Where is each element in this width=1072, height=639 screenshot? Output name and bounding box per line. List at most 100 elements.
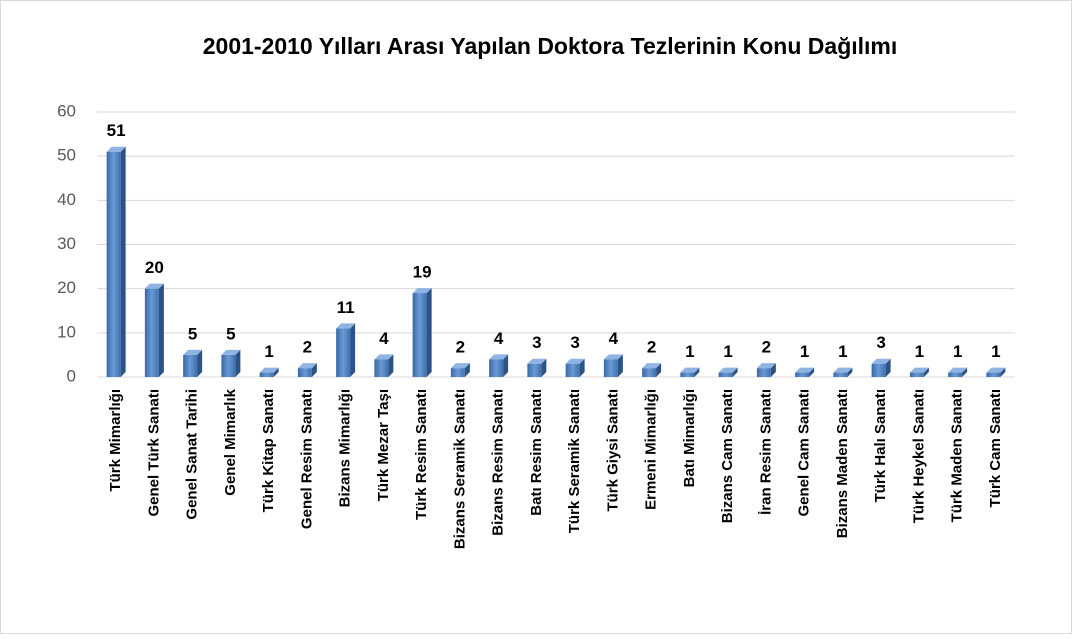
x-tick-label: Genel Cam Sanatı	[796, 389, 813, 517]
bar-side	[732, 367, 738, 377]
bar-side	[464, 363, 470, 377]
bar-top	[909, 367, 929, 373]
x-tick-label: Bizans Mimarlığı	[337, 389, 354, 507]
x-tick-label: Türk Maden Sanatı	[949, 389, 966, 522]
bar-top	[106, 146, 126, 152]
bar	[833, 372, 848, 377]
bar-top	[221, 349, 241, 355]
data-label: 1	[838, 342, 847, 361]
x-tick-label: Türk Mezar Taşı	[375, 389, 392, 501]
bar-top	[986, 367, 1006, 373]
x-tick-label: Genel Türk Sanatı	[145, 389, 162, 517]
bar	[871, 363, 886, 377]
y-tick-label: 60	[57, 101, 76, 120]
x-tick-label: Bizans Seramik Sanatı	[451, 389, 468, 549]
bar-side	[158, 283, 164, 377]
bar-top	[259, 367, 279, 373]
x-tick-label: Genel Mimarlık	[222, 388, 239, 495]
bar-side	[426, 288, 432, 377]
bar	[642, 368, 657, 377]
bar	[450, 368, 465, 377]
bar-side	[273, 367, 279, 377]
bar-side	[311, 363, 317, 377]
data-label: 1	[723, 342, 732, 361]
chart-title: 2001-2010 Yılları Arası Yapılan Doktora …	[203, 33, 898, 59]
data-label: 1	[800, 342, 809, 361]
bar-side	[847, 367, 853, 377]
x-tick-label: Batı Resim Sanatı	[528, 389, 545, 516]
bar-side	[197, 349, 203, 377]
bar	[718, 372, 733, 377]
bar	[603, 359, 618, 377]
bar	[909, 372, 924, 377]
x-tick-label: Türk Halı Sanatı	[872, 389, 889, 502]
data-label: 2	[303, 338, 312, 357]
x-tick-label: Türk Heykel Sanatı	[910, 389, 927, 523]
data-label: 51	[107, 121, 126, 140]
data-label: 3	[570, 333, 579, 352]
bar-side	[885, 358, 891, 377]
bar-top	[680, 367, 700, 373]
data-label: 2	[647, 338, 656, 357]
bar	[297, 368, 312, 377]
data-label: 2	[762, 338, 771, 357]
data-label: 20	[145, 258, 164, 277]
y-tick-label: 50	[57, 146, 76, 165]
bar	[374, 359, 389, 377]
bar-side	[541, 358, 547, 377]
x-tick-label: Batı Mimarlığı	[681, 389, 698, 487]
bar-top	[642, 363, 662, 369]
data-label: 11	[337, 298, 355, 317]
bar-side	[923, 367, 929, 377]
data-label: 3	[876, 333, 885, 352]
x-tick-label: Ermeni Mimarlığı	[643, 389, 660, 510]
bar-side	[120, 146, 126, 377]
bar-top	[527, 358, 547, 364]
bar	[106, 151, 121, 377]
x-tick-label: Bizans Maden Sanatı	[834, 389, 851, 538]
bar-side	[809, 367, 815, 377]
bar-top	[948, 367, 968, 373]
bar	[144, 288, 159, 377]
data-label: 1	[953, 342, 962, 361]
x-tick-label: İran Resim Sanatı	[757, 389, 774, 515]
data-label: 4	[379, 329, 389, 348]
data-label: 1	[685, 342, 694, 361]
bar-top	[412, 288, 432, 294]
bar-top	[297, 363, 317, 369]
x-tick-label: Bizans Cam Sanatı	[719, 389, 736, 523]
bar-top	[871, 358, 891, 364]
bar	[221, 354, 236, 377]
bar-side	[388, 354, 394, 377]
data-label: 5	[188, 324, 197, 343]
data-label: 1	[264, 342, 273, 361]
bar-top	[183, 349, 203, 355]
x-tick-label: Türk Mimarlığı	[107, 389, 124, 492]
x-tick-label: Türk Resim Sanatı	[413, 389, 430, 520]
y-tick-label: 20	[57, 278, 76, 297]
bar	[412, 293, 427, 377]
data-label: 1	[991, 342, 1000, 361]
x-tick-label: Genel Resim Sanatı	[298, 389, 315, 529]
bar-top	[565, 358, 585, 364]
y-tick-label: 10	[57, 322, 76, 341]
bar-side	[694, 367, 700, 377]
bar-side	[962, 367, 968, 377]
bar-side	[350, 323, 356, 377]
y-tick-label: 40	[57, 190, 76, 209]
bar-top	[336, 323, 356, 329]
bar	[680, 372, 695, 377]
x-tick-label: Bizans Resim Sanatı	[490, 389, 507, 536]
bar-top	[450, 363, 470, 369]
bar	[756, 368, 771, 377]
bar-top	[489, 354, 509, 360]
data-label: 1	[915, 342, 924, 361]
x-tick-label: Türk Giysi Sanatı	[604, 389, 621, 512]
x-tick-label: Türk Seramik Sanatı	[566, 389, 583, 533]
bar-side	[656, 363, 662, 377]
x-tick-label: Türk Kitap Sanatı	[260, 389, 277, 512]
bar-top	[603, 354, 623, 360]
bar	[948, 372, 963, 377]
